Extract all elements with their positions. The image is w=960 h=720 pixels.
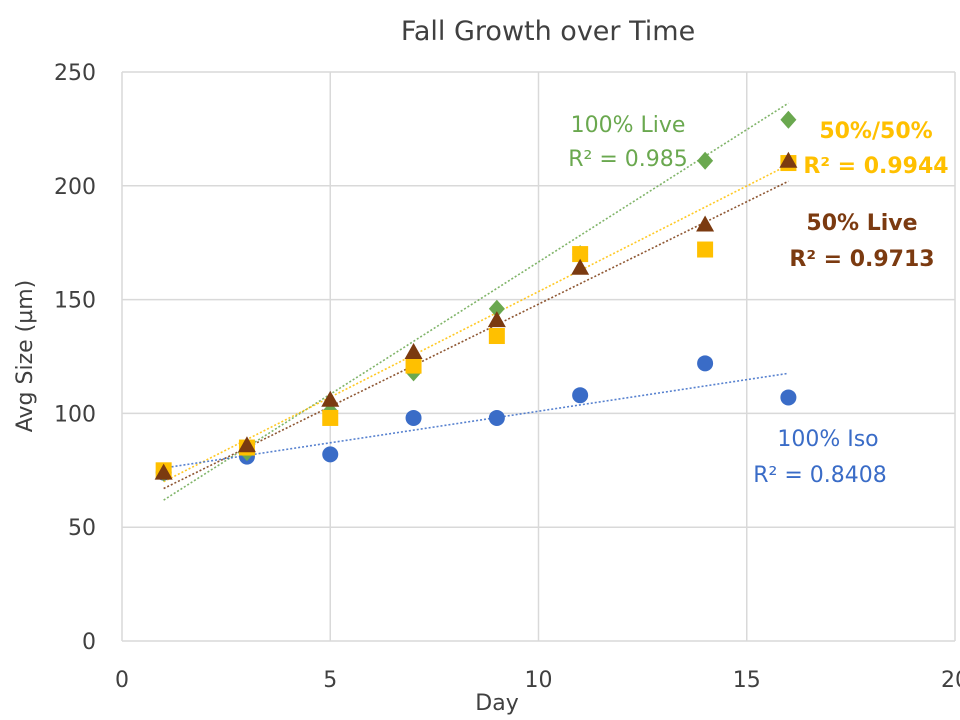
- annotation-live-name: 100% Live: [571, 113, 686, 138]
- point-fifty: [322, 409, 339, 426]
- trendline-live: [163, 102, 789, 501]
- trendlines: [163, 102, 789, 501]
- annotation-fifty-name: 50%/50%: [819, 119, 932, 144]
- y-tick-label: 150: [54, 289, 96, 314]
- trendline-iso: [163, 372, 789, 469]
- point-halflive: [237, 436, 256, 453]
- point-iso: [697, 355, 714, 372]
- annotation-live: 100% Live R² = 0.985: [568, 113, 688, 172]
- trendline-fifty: [163, 164, 789, 483]
- x-tick-label: 10: [525, 668, 553, 693]
- chart-title: Fall Growth over Time: [401, 16, 695, 47]
- point-halflive: [404, 342, 423, 359]
- trendline-halflive: [163, 180, 789, 490]
- y-tick-label: 100: [54, 402, 96, 427]
- annotation-iso-name: 100% Iso: [777, 427, 878, 452]
- x-tick-label: 0: [115, 668, 129, 693]
- x-tick-label: 15: [733, 668, 761, 693]
- point-fifty: [697, 241, 714, 258]
- point-halflive: [696, 215, 715, 232]
- point-live: [488, 299, 505, 318]
- annotation-iso: 100% Iso R² = 0.8408: [753, 427, 887, 488]
- point-fifty: [405, 357, 422, 374]
- y-axis-label: Avg Size (µm): [13, 280, 38, 433]
- point-halflive: [571, 258, 590, 275]
- point-halflive: [321, 390, 340, 407]
- point-halflive: [487, 311, 506, 328]
- point-fifty: [488, 328, 505, 345]
- tick-labels: 0 50 100 150 200 250 0 5 10 15 20: [54, 61, 960, 693]
- annotation-halflive-r2: R² = 0.9713: [789, 247, 934, 272]
- point-iso: [322, 446, 339, 463]
- point-fifty: [572, 246, 589, 263]
- y-tick-label: 200: [54, 175, 96, 200]
- annotation-halflive-name: 50% Live: [806, 211, 917, 236]
- point-halflive: [779, 151, 798, 168]
- point-live: [780, 110, 797, 129]
- annotation-iso-r2: R² = 0.8408: [753, 463, 887, 488]
- grid: [121, 71, 956, 642]
- annotation-live-r2: R² = 0.985: [568, 147, 688, 172]
- x-tick-label: 5: [323, 668, 337, 693]
- annotation-fifty-r2: R² = 0.9944: [803, 154, 948, 179]
- point-iso: [572, 387, 589, 404]
- point-iso: [405, 409, 422, 426]
- point-halflive: [154, 463, 173, 480]
- annotation-fifty: 50%/50% R² = 0.9944: [803, 119, 948, 179]
- y-tick-label: 0: [82, 630, 96, 655]
- annotation-halflive: 50% Live R² = 0.9713: [789, 211, 934, 272]
- y-tick-label: 50: [68, 516, 96, 541]
- point-iso: [780, 389, 797, 406]
- y-tick-label: 250: [54, 61, 96, 86]
- point-live: [697, 151, 714, 170]
- x-tick-label: 20: [941, 668, 960, 693]
- data-points: [154, 110, 798, 482]
- point-iso: [488, 409, 505, 426]
- x-axis-label: Day: [475, 691, 518, 716]
